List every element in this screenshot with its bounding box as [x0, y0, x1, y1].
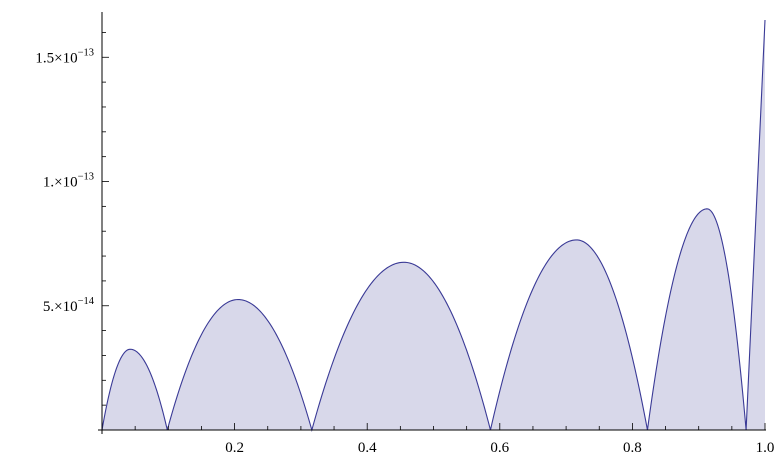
x-tick-label: 0.6	[490, 440, 509, 456]
tick-base: 10	[63, 50, 78, 66]
y-tick-label: 5.×10−14	[43, 296, 95, 315]
tick-mantissa: 1.5	[35, 50, 54, 66]
svg-text:1.×10−13: 1.×10−13	[43, 172, 94, 191]
tick-exponent: −13	[78, 47, 94, 58]
tick-mantissa: 1.	[43, 175, 54, 191]
tick-base: 10	[63, 299, 78, 315]
tick-times: ×	[54, 299, 62, 315]
tick-exponent: −14	[78, 296, 95, 307]
svg-text:5.×10−14: 5.×10−14	[43, 296, 95, 315]
x-tick-label: 0.8	[623, 440, 642, 456]
series-line	[101, 19, 766, 433]
x-tick-label: 0.4	[358, 440, 377, 456]
area-fill	[102, 20, 765, 430]
svg-text:1.5×10−13: 1.5×10−13	[35, 47, 94, 66]
tick-times: ×	[54, 175, 62, 191]
area-layer	[101, 19, 766, 433]
x-tick-label: 1.0	[756, 440, 775, 456]
tick-mantissa: 5.	[43, 299, 54, 315]
tick-base: 10	[63, 175, 78, 191]
y-tick-label: 1.5×10−13	[35, 47, 94, 66]
x-tick-label: 0.2	[225, 440, 244, 456]
ticks: 0.2 0.4 0.6 0.8 1.05.×10−141.×10−131.5×10−13	[35, 32, 774, 456]
y-tick-label: 1.×10−13	[43, 172, 94, 191]
tick-times: ×	[54, 50, 62, 66]
tick-exponent: −13	[78, 172, 94, 183]
